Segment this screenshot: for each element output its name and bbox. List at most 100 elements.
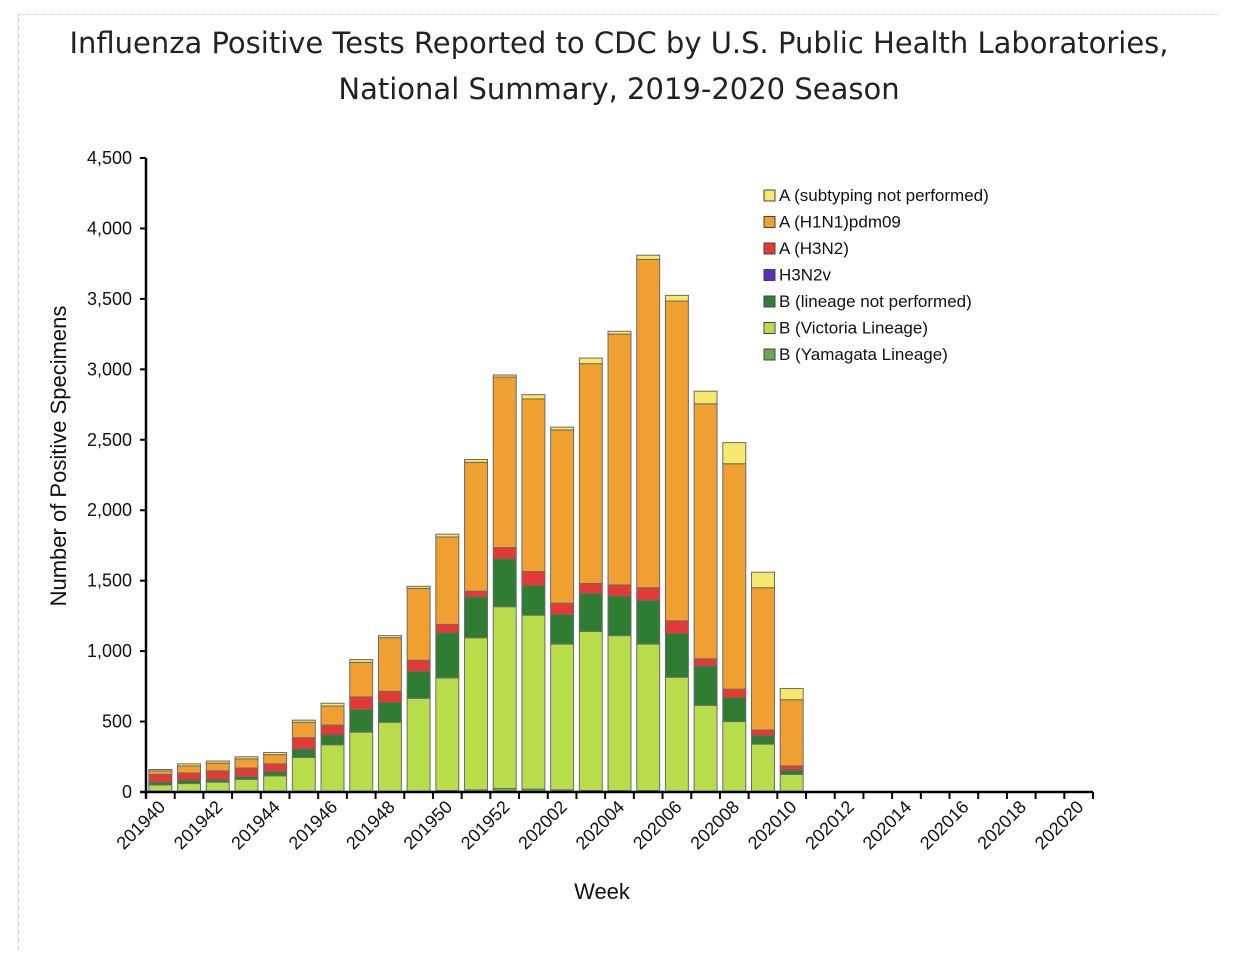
bar-segment-201942-5 xyxy=(205,762,230,772)
bar-segment-201950-6 xyxy=(435,533,460,538)
bar-segment-201943-1 xyxy=(234,778,259,792)
bar-segment-201943-4 xyxy=(234,767,259,777)
legend-label: B (lineage not performed) xyxy=(779,292,972,311)
bar-segment-201946-6 xyxy=(320,702,345,707)
bar-segment-202009-4 xyxy=(751,729,775,737)
bar-segment-202006-4 xyxy=(664,620,689,635)
x-tick-label: 202010 xyxy=(744,797,801,854)
chart-subtitle: National Summary, 2019-2020 Season xyxy=(338,72,900,106)
bar-segment-201940-4 xyxy=(148,773,173,783)
legend-label: H3N2v xyxy=(779,266,831,285)
bar-segment-201945-1 xyxy=(291,756,316,792)
legend-swatch xyxy=(763,189,776,202)
bar-segment-202009-6 xyxy=(751,571,775,589)
bar-segment-201945-5 xyxy=(291,721,316,739)
bar-segment-201943-5 xyxy=(234,758,259,769)
bar-segment-202010-1 xyxy=(779,773,804,792)
legend: A (subtyping not performed) A (H1N1)pdm09… xyxy=(763,186,989,364)
bar-segment-202007-4 xyxy=(693,658,718,667)
y-tick-label: 2,500 xyxy=(87,430,132,450)
legend-swatch xyxy=(763,322,776,334)
bar-segment-202008-5 xyxy=(722,463,747,690)
legend-label: A (subtyping not performed) xyxy=(779,186,989,205)
bar-segment-202001-4 xyxy=(521,571,546,587)
bar-segment-201948-6 xyxy=(377,635,402,639)
bar-segment-202009-2 xyxy=(751,735,775,745)
bar-segment-201940-5 xyxy=(148,770,173,775)
x-tick-label: 202020 xyxy=(1031,797,1088,854)
bar-segment-202001-6 xyxy=(521,394,546,400)
x-tick-label: 201944 xyxy=(227,797,284,854)
bar-segment-201949-6 xyxy=(406,585,431,589)
x-tick-label: 201952 xyxy=(457,797,514,854)
bar-segment-202007-2 xyxy=(693,665,718,706)
bar-segment-201948-1 xyxy=(377,721,402,792)
x-tick-label: 201940 xyxy=(113,797,170,854)
bar-segment-202006-1 xyxy=(664,676,689,792)
bar-segment-202003-4 xyxy=(578,582,603,594)
bar-segment-201951-4 xyxy=(464,590,489,598)
bar-segment-201943-6 xyxy=(234,756,259,760)
bar-segment-201945-2 xyxy=(291,748,316,758)
chart-frame xyxy=(18,14,1218,950)
y-axis-label: Number of Positive Specimens xyxy=(46,306,71,607)
bar-segment-201952-5 xyxy=(492,376,517,549)
bar-segment-202008-2 xyxy=(722,697,747,723)
bar-segment-201944-5 xyxy=(263,754,288,765)
bar-segment-201948-5 xyxy=(377,637,402,692)
bar-segment-201950-5 xyxy=(435,536,460,625)
bar-segment-201944-2 xyxy=(263,771,288,777)
bar-segment-201950-1 xyxy=(435,677,460,792)
bar-segment-201951-6 xyxy=(464,459,489,463)
bar-segment-201947-6 xyxy=(349,659,374,663)
bar-segment-202008-6 xyxy=(722,442,747,465)
x-tick-label: 201946 xyxy=(285,797,342,854)
bar-segment-202005-6 xyxy=(636,254,661,260)
bar-segment-202002-1 xyxy=(550,643,575,791)
y-tick-label: 0 xyxy=(122,782,132,802)
bar-segment-201948-2 xyxy=(377,702,402,723)
bar-segment-201951-5 xyxy=(464,461,489,592)
x-tick-label: 202008 xyxy=(686,797,743,854)
y-tick-label: 1,000 xyxy=(87,641,132,661)
y-tick-label: 2,000 xyxy=(87,500,132,520)
y-tick-label: 4,000 xyxy=(87,218,132,238)
bar-segment-201940-6 xyxy=(148,768,173,772)
bar-segment-201949-1 xyxy=(406,697,431,792)
y-tick-label: 4,500 xyxy=(87,148,132,168)
bar-segment-202003-6 xyxy=(578,357,603,365)
bar-segment-201952-4 xyxy=(492,547,517,560)
bar-segment-201951-1 xyxy=(464,637,489,791)
bar-segment-202009-5 xyxy=(751,587,775,731)
bar-segment-202001-1 xyxy=(521,614,546,790)
bar-segment-201949-4 xyxy=(406,659,431,673)
bar-segment-202001-5 xyxy=(521,398,546,573)
bar-segment-201946-1 xyxy=(320,744,345,792)
bar-segment-202005-5 xyxy=(636,258,661,589)
bar-segment-202009-1 xyxy=(751,743,775,792)
bars-layer xyxy=(148,254,804,793)
x-tick-label: 202012 xyxy=(801,797,858,854)
bar-segment-201946-4 xyxy=(320,724,345,736)
chart-title: Influenza Positive Tests Reported to CDC… xyxy=(69,26,1169,60)
bar-segment-201952-2 xyxy=(492,558,517,608)
bar-segment-201941-5 xyxy=(177,765,202,774)
x-tick-label: 202006 xyxy=(629,797,686,854)
bar-segment-201941-2 xyxy=(177,779,202,785)
bar-segment-201947-2 xyxy=(349,709,374,733)
bar-segment-201947-5 xyxy=(349,661,374,698)
bar-segment-202006-5 xyxy=(664,300,689,622)
bar-segment-201947-4 xyxy=(349,696,374,711)
bar-segment-202002-5 xyxy=(550,429,575,604)
bar-segment-202004-2 xyxy=(607,595,632,637)
bar-segment-201941-1 xyxy=(177,783,202,792)
bar-segment-201950-4 xyxy=(435,623,460,634)
bar-segment-202007-5 xyxy=(693,403,718,660)
bar-segment-202006-2 xyxy=(664,633,689,678)
y-tick-label: 1,500 xyxy=(87,571,132,591)
bar-segment-201949-5 xyxy=(406,587,431,661)
bar-segment-202004-6 xyxy=(607,330,632,335)
bar-segment-202007-1 xyxy=(693,704,718,792)
bar-segment-202003-2 xyxy=(578,592,603,632)
